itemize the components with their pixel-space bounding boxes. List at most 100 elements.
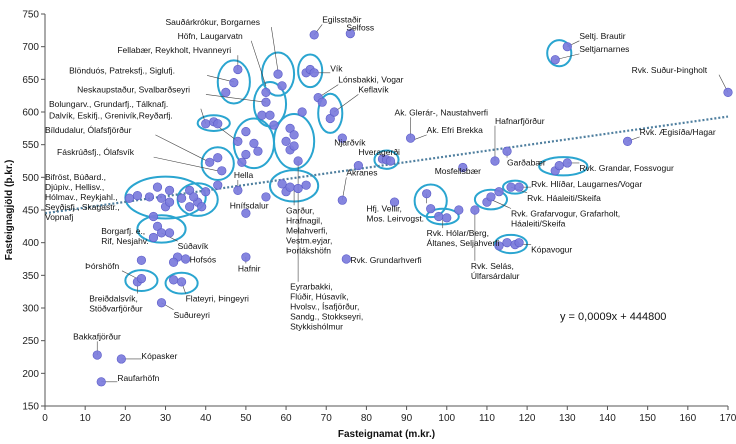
data-point (622, 136, 633, 146)
data-point (213, 153, 223, 163)
annotation-label: Njarðvík (334, 137, 366, 147)
y-axis-title: Fasteignagjöld (þ.kr.) (4, 160, 15, 261)
y-tick-label: 600 (22, 108, 39, 119)
y-tick-label: 750 (22, 10, 39, 21)
annotation-label: Súðavík (178, 241, 209, 251)
data-point (494, 187, 504, 197)
annotation-line: Bolungarv., Grundarfj., Tálknafj. (49, 99, 168, 109)
data-point (426, 204, 436, 214)
annotation-line: Rvk. Grandar, Fossvogur (579, 163, 674, 173)
annotation-line: Akranes (346, 167, 377, 177)
data-point (341, 254, 351, 264)
data-point (454, 205, 464, 215)
annotation-line: Melahverfi, (286, 225, 328, 235)
annotation-line: Rvk. Ægisíða/Hagar (640, 127, 716, 137)
annotation-label: Hveragerði (358, 147, 400, 157)
data-point (562, 42, 572, 52)
highlight-circle (273, 112, 316, 170)
annotation-line: Fáskrúðsfj., Ólafsvík (57, 147, 135, 157)
annotation-label: Rvk. Suður-Þingholt (632, 65, 708, 75)
annotation-line: Djúpiv., Hellisv., (45, 182, 104, 192)
data-point (233, 64, 243, 75)
annotation-line: Mos. Leirvogst. (366, 213, 424, 223)
data-point (189, 192, 199, 202)
y-tick-label: 300 (22, 304, 39, 315)
y-tick-label: 350 (22, 271, 39, 282)
annotation-line: Hafnarfjörður (495, 116, 545, 126)
annotation-label: Hofsós (190, 254, 216, 264)
data-point (406, 133, 416, 143)
data-point (514, 238, 524, 248)
annotation-label: Hella (234, 170, 254, 180)
annotation-label: Höfn, Laugarvatn (178, 31, 243, 41)
annotation-line: Kópavogur (531, 244, 572, 254)
annotation-label: Seltjarnarnes (579, 44, 629, 54)
annotation-label: Keflavík (358, 84, 389, 94)
y-ticks: 150 200 250 300 350 400 450 500 550 600 650 700 750 (22, 10, 45, 413)
highlight-circle (136, 214, 187, 244)
data-point (96, 377, 106, 387)
data-point (168, 257, 179, 267)
data-point (233, 185, 243, 195)
annotation-label: Vík (330, 63, 343, 73)
annotation-label: Bakkafjörður (73, 331, 121, 341)
highlight-circle (546, 39, 573, 68)
annotation-line: Borgarfj. e., (101, 226, 145, 236)
data-point (148, 232, 159, 243)
annotation-line: Hvolsv., Ísafjörður, (290, 302, 359, 312)
annotation-leader (414, 134, 427, 140)
x-tick-label: 110 (479, 413, 495, 424)
data-point (197, 202, 207, 212)
data-point (164, 197, 175, 207)
data-point (261, 87, 271, 97)
annotation-line: Flateyri, Þingeyri (186, 293, 249, 303)
annotation-label: Seltj. Brautir (579, 31, 625, 41)
annotation-label: Fellabær, Reykholt, Hvanneyri (117, 45, 231, 55)
x-tick-label: 80 (361, 413, 373, 424)
data-point (281, 136, 291, 146)
y-tick-label: 250 (22, 336, 39, 347)
x-ticks: 0 10 20 30 40 50 60 70 80 90 100 110 120 130 140 150 160… (42, 406, 736, 424)
data-point (241, 252, 251, 262)
annotation-line: Blönduós, Patreksfj., Siglufj. (69, 65, 175, 75)
data-point (514, 182, 524, 192)
data-point (289, 130, 299, 140)
annotation-line: Fellabær, Reykholt, Hvanneyri (117, 45, 231, 55)
annotation-line: Háaleiti/Skeifa (511, 219, 566, 229)
data-point (241, 127, 251, 137)
annotation-line: Breiðdalsvík, (89, 293, 138, 303)
annotation-label: Garður, Hrafnagil, Melahverfi, Vestm.eyjar,… (286, 205, 332, 255)
data-point (213, 180, 223, 190)
data-point (353, 160, 363, 171)
data-point (265, 110, 275, 120)
annotation-leader (155, 134, 210, 163)
annotation-label: Kópavogur (531, 244, 572, 254)
data-point (241, 149, 251, 160)
data-point (494, 241, 504, 251)
data-point (185, 202, 195, 212)
highlight-circle (373, 149, 400, 170)
data-point (241, 208, 251, 218)
annotation-label: Þórshöfn (85, 261, 119, 271)
annotation-line: Rvk. Hólar/Berg, (427, 228, 489, 238)
annotation-label: Rvk. Grundarhverfi (350, 255, 421, 265)
annotation-label: Borgarfj. e., Rif, Nesjahv. (101, 226, 149, 246)
annotation-label: Bolungarv., Grundarfj., Tálknafj. (49, 99, 168, 109)
annotation-line: Rvk. Háaleiti/Skeifa (527, 193, 601, 203)
annotation-line: Sauðárkrókur, Borgarnes (166, 17, 261, 27)
data-point (337, 195, 347, 205)
data-point (124, 193, 134, 203)
data-point (490, 156, 500, 166)
annotation-line: Mosfellsbær (435, 166, 481, 176)
data-point (723, 87, 733, 97)
annotation-label: Bifröst, Búðard., Djúpiv., Hellisv., Hólma… (45, 172, 120, 222)
annotation-leader (153, 156, 218, 172)
data-point (257, 110, 267, 120)
highlight-circle (164, 271, 199, 295)
trend-equation: y = 0,0009x + 444800 (560, 311, 666, 323)
data-point (132, 191, 143, 201)
data-point (269, 120, 279, 130)
annotation-line: Bakkafjörður (73, 331, 121, 341)
data-point (309, 68, 319, 78)
data-point (277, 81, 287, 91)
